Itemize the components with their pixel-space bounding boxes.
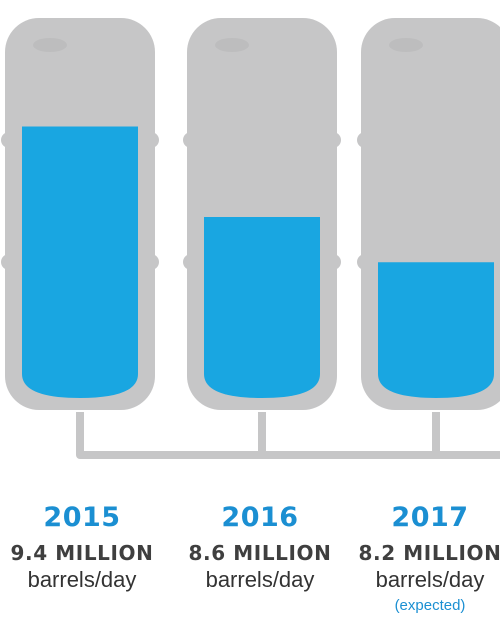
unit-label: barrels/day bbox=[27, 567, 137, 592]
amount-label: 8.6 MILLION bbox=[188, 541, 332, 565]
amount-label: 9.4 MILLION bbox=[10, 541, 154, 565]
year-label: 2017 bbox=[391, 502, 469, 533]
barrel-lid-hole bbox=[33, 38, 67, 52]
connector-bracket bbox=[76, 412, 500, 459]
expected-note: (expected) bbox=[394, 597, 466, 614]
year-label: 2015 bbox=[43, 502, 121, 533]
barrel-rim bbox=[183, 132, 341, 148]
year-label: 2016 bbox=[221, 502, 299, 533]
amount-label: 8.2 MILLION bbox=[358, 541, 500, 565]
barrel-rim bbox=[357, 132, 500, 148]
barrel-fill-2016 bbox=[204, 217, 320, 398]
barrel-lid-hole bbox=[215, 38, 249, 52]
unit-label: barrels/day bbox=[205, 567, 315, 592]
barrel-fill-2015 bbox=[22, 126, 138, 398]
unit-label: barrels/day bbox=[375, 567, 485, 592]
label-2015: 2015 9.4 MILLION barrels/day bbox=[2, 503, 162, 593]
label-2017: 2017 8.2 MILLION barrels/day (expected) bbox=[350, 503, 500, 615]
label-2016: 2016 8.6 MILLION barrels/day bbox=[180, 503, 340, 593]
barrel-lid-hole bbox=[389, 38, 423, 52]
barrel-fill-2017 bbox=[378, 262, 494, 398]
